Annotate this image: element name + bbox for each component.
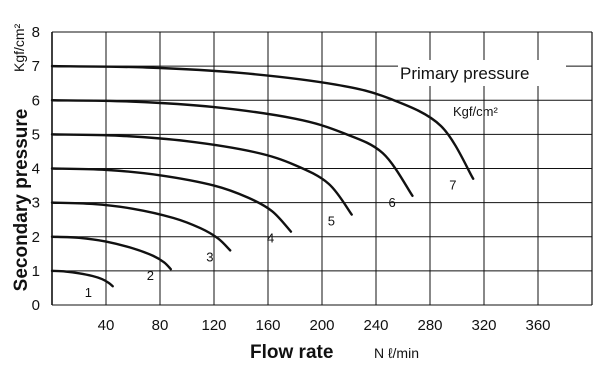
x-tick-label: 360: [525, 317, 550, 334]
y-tick-label: 3: [32, 195, 40, 212]
x-axis-unit: N ℓ/min: [374, 345, 419, 361]
curves: [50, 64, 475, 288]
curve-label-6: 6: [388, 195, 395, 210]
y-tick-label: 1: [32, 263, 40, 280]
curve-series-3: [50, 201, 232, 252]
y-tick-label: 7: [32, 58, 40, 75]
y-tick-label: 8: [32, 24, 40, 41]
curve-series-4: [50, 167, 293, 233]
x-tick-labels: 40 80 120 160 200 240 280 320 360: [98, 317, 551, 334]
grid: [51, 31, 593, 306]
x-tick-label: 80: [152, 317, 169, 334]
curve-label-1: 1: [85, 285, 92, 300]
x-tick-label: 280: [417, 317, 442, 334]
curve-series-7: [50, 64, 475, 180]
y-tick-label: 5: [32, 126, 40, 143]
curve-series-6: [50, 99, 414, 197]
curve-series-2: [50, 235, 172, 271]
y-tick-label: 6: [32, 92, 40, 109]
curve-label-5: 5: [328, 214, 335, 229]
primary-pressure-annotation: Primary pressure: [400, 64, 529, 83]
x-tick-label: 320: [471, 317, 496, 334]
x-tick-label: 200: [309, 317, 334, 334]
x-tick-label: 240: [363, 317, 388, 334]
primary-pressure-unit: Kgf/cm²: [453, 104, 498, 119]
curve-label-3: 3: [206, 249, 213, 264]
x-tick-label: 40: [98, 317, 115, 334]
y-tick-label: 2: [32, 229, 40, 246]
curve-labels: 1 2 3 4 5 6 7: [85, 178, 457, 300]
y-axis-unit: Kgf/cm²: [11, 23, 27, 72]
curve-label-4: 4: [267, 231, 274, 246]
y-axis-label: Secondary pressure: [11, 109, 32, 292]
y-tick-labels: 0 1 2 3 4 5 6 7 8: [32, 24, 40, 314]
annotation-background: [398, 60, 566, 86]
curve-series-5: [50, 133, 353, 216]
x-tick-label: 160: [255, 317, 280, 334]
curve-series-1: [50, 269, 114, 288]
curve-label-7: 7: [449, 178, 456, 193]
curve-label-2: 2: [147, 268, 154, 283]
x-axis-label: Flow rate: [250, 342, 333, 363]
x-tick-label: 120: [201, 317, 226, 334]
y-tick-label: 0: [32, 297, 40, 314]
y-tick-label: 4: [32, 161, 40, 178]
